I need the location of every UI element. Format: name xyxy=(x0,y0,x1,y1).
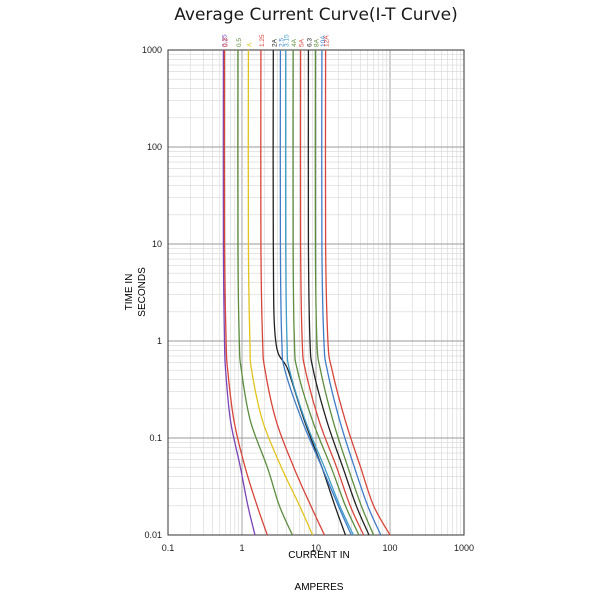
series-label: 5A xyxy=(299,38,306,47)
y-tick-label: 0.1 xyxy=(149,433,162,443)
series-line xyxy=(299,49,365,536)
series-label: 4A xyxy=(291,38,298,47)
series-label: A xyxy=(246,42,253,47)
y-tick-label: 1000 xyxy=(142,45,162,55)
series-label: 6.3 xyxy=(306,38,313,47)
series-line xyxy=(307,49,370,536)
chart-title: Average Current Curve(I-T Curve) xyxy=(174,5,457,25)
series-line xyxy=(247,49,314,536)
series-label: 0.3 xyxy=(222,38,229,47)
x-axis-label-line1: CURRENT IN xyxy=(288,550,349,561)
y-tick-label: 100 xyxy=(147,142,162,152)
y-tick-label: 10 xyxy=(152,239,162,249)
series-line xyxy=(223,49,268,536)
x-axis-label-line2: AMPERES xyxy=(295,582,344,593)
series-label: 3.15 xyxy=(284,34,291,47)
series-line xyxy=(314,49,375,536)
x-tick-label: 100 xyxy=(382,543,397,553)
x-tick-label: 10 xyxy=(311,543,321,553)
series-line xyxy=(260,49,325,536)
y-tick-label: 1 xyxy=(157,336,162,346)
series-line xyxy=(279,49,352,536)
series-line xyxy=(237,49,293,536)
series-line xyxy=(292,49,360,536)
plot-frame xyxy=(167,49,465,536)
y-axis-label-line2: SECONDS xyxy=(137,267,148,317)
series-line xyxy=(284,49,354,536)
x-tick-label: 1 xyxy=(239,543,244,553)
series-label: 1.25 xyxy=(259,34,266,47)
series-label: 8A xyxy=(313,38,320,47)
series-label: 0.5 xyxy=(236,38,243,47)
series-label: 10A xyxy=(320,35,327,47)
series-line xyxy=(222,49,256,536)
series-label: 2A xyxy=(271,38,278,47)
x-tick-label: 0.1 xyxy=(162,543,175,553)
series-line xyxy=(321,49,382,536)
y-axis-label-line1: TIME IN xyxy=(124,274,135,311)
series-lines xyxy=(222,49,391,536)
series-label: 2.5 xyxy=(278,38,285,47)
series-label: 0.25 xyxy=(221,34,228,47)
series-line xyxy=(272,49,347,536)
series-line xyxy=(324,49,391,536)
series-label: 12A xyxy=(324,35,331,47)
y-tick-label: 0.01 xyxy=(144,530,162,540)
x-tick-label: 1000 xyxy=(454,543,474,553)
